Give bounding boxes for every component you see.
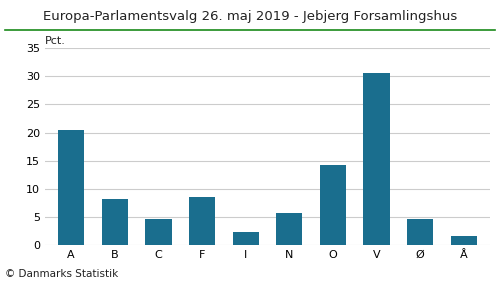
Bar (58, 130, 84, 245)
Bar (146, 219, 172, 245)
Bar (407, 219, 434, 245)
Text: © Danmarks Statistik: © Danmarks Statistik (5, 269, 118, 279)
Bar (232, 232, 259, 245)
Bar (189, 197, 215, 245)
Bar (102, 199, 128, 245)
Bar (450, 236, 477, 245)
Bar (276, 213, 302, 245)
Text: Europa-Parlamentsvalg 26. maj 2019 - Jebjerg Forsamlingshus: Europa-Parlamentsvalg 26. maj 2019 - Jeb… (43, 10, 457, 23)
Bar (320, 165, 346, 245)
Bar (364, 73, 390, 245)
Text: Pct.: Pct. (45, 36, 66, 46)
